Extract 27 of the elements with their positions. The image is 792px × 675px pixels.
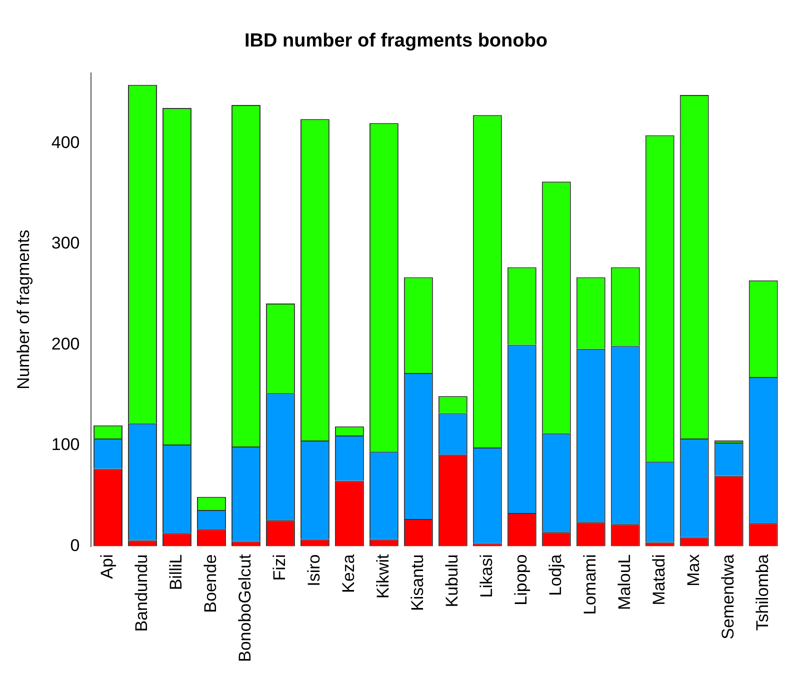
x-tick-label: Isiro xyxy=(304,554,324,586)
x-tick-label: Keza xyxy=(339,554,358,594)
x-tick-label: Bandundu xyxy=(132,554,152,632)
x-tick-label: Matadi xyxy=(650,554,669,606)
x-tick-label: Fizi xyxy=(270,554,290,581)
y-tick-label: 400 xyxy=(51,133,80,152)
y-tick-label: 200 xyxy=(51,334,80,354)
x-tick-label: Kikwit xyxy=(374,554,393,599)
x-tick-label: Likasi xyxy=(477,554,496,598)
x-tick-label: Lipopo xyxy=(512,554,531,606)
y-axis-title: Number of fragments xyxy=(14,230,33,390)
y-tick-label: 0 xyxy=(70,536,80,555)
x-tick-label: Lodja xyxy=(546,554,566,596)
x-tick-label: Api xyxy=(98,554,117,579)
x-tick-label: Kisantu xyxy=(408,554,428,611)
x-tick-label: Tshilomba xyxy=(753,554,772,631)
x-tick-label: Boende xyxy=(201,554,220,613)
y-tick-label: 300 xyxy=(51,234,80,253)
x-tick-label: BonoboGelcut xyxy=(236,554,255,662)
x-tick-label: Lomami xyxy=(580,554,600,615)
y-tick-label: 100 xyxy=(51,435,80,454)
x-tick-label: BilliL xyxy=(166,554,186,590)
x-tick-label: Max xyxy=(684,554,704,586)
x-tick-label: Kubulu xyxy=(442,554,462,608)
x-tick-label: Semendwa xyxy=(718,554,738,640)
x-tick-label: MalouL xyxy=(615,554,634,610)
chart-title: IBD number of fragments bonobo xyxy=(244,30,548,52)
